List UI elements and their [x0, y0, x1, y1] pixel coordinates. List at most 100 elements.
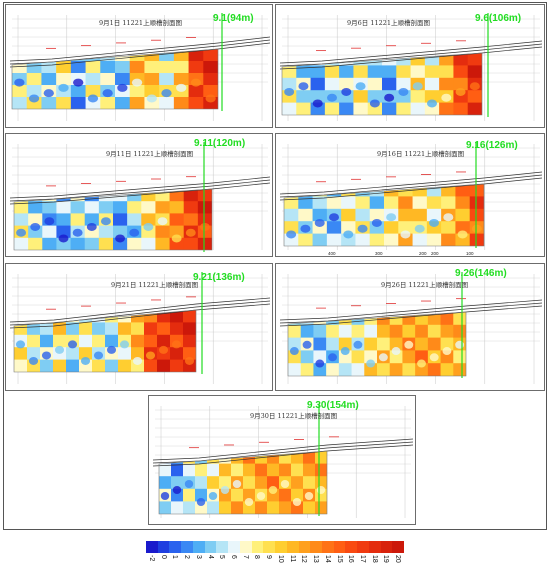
legend-swatch	[146, 541, 158, 553]
legend-swatch	[345, 541, 358, 553]
section-cell	[367, 90, 383, 104]
section-cell	[402, 324, 416, 339]
section-cell	[79, 334, 93, 348]
panel-2-svg	[279, 13, 543, 121]
section-blob	[369, 99, 380, 108]
section-blob	[357, 224, 368, 233]
section-cell	[369, 233, 385, 246]
panel-5-title: 9月21日 11221上顺槽剖面图	[111, 281, 199, 289]
section-cell	[341, 196, 356, 210]
resistivity-section	[12, 49, 218, 109]
section-cell	[27, 347, 41, 361]
section-outline	[283, 183, 485, 247]
section-cell	[113, 201, 128, 214]
legend-tick-label: 17	[358, 555, 366, 563]
section-blob	[289, 347, 299, 356]
legend-tick-label: 11	[288, 555, 296, 563]
section-blob	[157, 217, 168, 226]
panel-7-svg	[152, 404, 414, 518]
section-cell	[173, 73, 190, 86]
section-cell	[41, 73, 57, 86]
section-blob	[327, 93, 337, 102]
section-cell	[203, 61, 218, 74]
section-cell	[298, 196, 314, 210]
section-outline	[13, 188, 213, 251]
section-cell	[313, 324, 327, 339]
section-blob	[143, 222, 154, 231]
legend-swatch	[251, 541, 264, 553]
section-cell	[144, 85, 160, 98]
section-cell	[282, 102, 297, 115]
section-cell	[100, 73, 116, 86]
section-cell	[298, 208, 314, 222]
section-cell	[231, 488, 244, 502]
section-cell	[188, 97, 204, 109]
section-cell	[412, 208, 428, 222]
section-cell	[141, 201, 156, 214]
section-cell	[389, 363, 403, 376]
section-blob	[196, 498, 206, 506]
section-cell	[398, 196, 414, 210]
section-blob	[441, 93, 452, 102]
panel-1-title: 9月1日 11221上顺槽剖面图	[99, 19, 183, 27]
section-cell	[183, 334, 196, 348]
section-cell	[267, 501, 280, 514]
section-cell	[326, 196, 342, 210]
section-cell	[157, 322, 171, 336]
section-cell	[279, 488, 292, 502]
section-cell	[351, 363, 365, 376]
resistivity-section	[159, 451, 327, 514]
legend-swatch	[357, 541, 369, 553]
section-cell	[353, 90, 369, 104]
section-cell	[284, 184, 299, 197]
section-blob	[429, 218, 439, 227]
section-cell	[453, 77, 469, 91]
section-cell	[377, 337, 391, 351]
section-cell	[28, 213, 43, 227]
section-cell	[426, 233, 442, 246]
legend-tick-label: 1	[171, 555, 179, 559]
section-cell	[115, 73, 131, 86]
section-blob	[429, 353, 439, 362]
section-cell	[291, 463, 304, 477]
section-cell	[412, 233, 428, 246]
section-cell	[453, 350, 466, 364]
roadway-line	[279, 174, 543, 198]
section-blob	[391, 347, 401, 356]
section-blob	[54, 345, 65, 354]
roadway-line	[279, 302, 543, 324]
panel-4-xtick: 200	[419, 251, 427, 256]
section-cell	[341, 208, 356, 222]
section-cell	[267, 463, 280, 477]
section-cell	[326, 324, 340, 339]
section-cell	[469, 184, 484, 197]
legend-tick-label: 7	[241, 555, 249, 559]
section-cell	[339, 102, 354, 115]
section-cell	[382, 102, 397, 115]
section-cell	[288, 324, 302, 339]
section-cell	[207, 501, 220, 514]
section-cell	[441, 221, 456, 235]
section-cell	[284, 196, 299, 210]
section-cell	[195, 463, 208, 477]
section-cell	[53, 322, 67, 336]
section-cell	[169, 201, 185, 214]
section-cell	[173, 97, 190, 109]
legend-swatch	[263, 541, 276, 553]
section-blob	[353, 340, 363, 349]
section-cell	[26, 85, 42, 98]
section-cell	[70, 213, 86, 227]
roadway-line	[279, 171, 543, 195]
section-cell	[173, 61, 190, 74]
legend-tick-label: 9	[265, 555, 273, 559]
section-cell	[439, 102, 454, 115]
section-cell	[41, 61, 57, 74]
section-cell	[155, 189, 171, 202]
section-cell	[197, 201, 212, 214]
section-cell	[467, 65, 482, 79]
section-blob	[80, 356, 91, 365]
section-blob	[119, 340, 130, 349]
section-cell	[384, 221, 399, 235]
section-cell	[42, 225, 57, 239]
legend-swatch	[169, 541, 182, 553]
